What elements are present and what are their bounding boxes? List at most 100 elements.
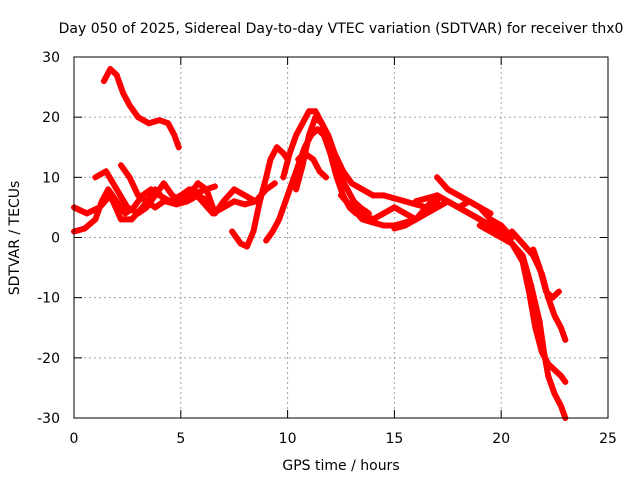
data-point	[455, 204, 462, 211]
data-point	[220, 204, 227, 211]
grid	[74, 57, 608, 418]
data-point	[299, 120, 306, 127]
x-tick-label: 20	[492, 431, 510, 447]
data-point	[338, 192, 344, 199]
data-point	[113, 72, 120, 79]
data-point	[301, 150, 308, 157]
data-point	[312, 114, 319, 121]
data-point	[273, 144, 280, 151]
data-point	[434, 204, 441, 211]
data-point	[551, 390, 558, 397]
data-point	[256, 198, 263, 205]
data-point	[545, 360, 552, 367]
data-point	[92, 174, 99, 181]
data-point	[370, 192, 377, 199]
data-point	[348, 180, 355, 187]
data-point	[194, 180, 201, 187]
x-axis-label: GPS time / hours	[282, 458, 399, 474]
data-point	[538, 348, 545, 355]
data-point	[203, 186, 210, 193]
data-point	[338, 174, 344, 181]
data-point	[271, 180, 278, 187]
data-point	[536, 318, 543, 325]
x-tick-label: 25	[599, 431, 617, 447]
data-point	[113, 186, 120, 193]
data-point	[558, 324, 565, 331]
data-point	[295, 156, 302, 163]
data-point	[280, 150, 287, 157]
data-point	[263, 237, 270, 244]
data-point	[508, 228, 515, 235]
y-tick-label: -20	[37, 351, 60, 367]
data-point	[92, 216, 99, 223]
data-point	[160, 198, 167, 205]
data-point	[175, 144, 182, 151]
y-tick-label: 20	[42, 110, 60, 126]
x-tick-label: 0	[70, 431, 79, 447]
data-point	[120, 90, 127, 97]
data-point	[380, 222, 387, 229]
data-point	[318, 120, 325, 127]
data-point	[280, 174, 287, 181]
data-point	[402, 210, 409, 217]
x-tick-label: 10	[279, 431, 297, 447]
data-point	[402, 222, 409, 229]
data-point	[241, 192, 248, 199]
data-point	[314, 126, 321, 133]
data-point	[107, 66, 114, 73]
series-arc-1	[100, 66, 182, 151]
data-point	[551, 312, 558, 319]
data-point	[310, 156, 317, 163]
data-point	[423, 204, 430, 211]
data-point	[128, 216, 135, 223]
data-point	[135, 192, 142, 199]
data-point	[173, 201, 180, 208]
data-point	[476, 216, 483, 223]
data-point	[312, 108, 319, 115]
data-point	[359, 216, 366, 223]
data-point	[412, 198, 419, 205]
series-arc-5	[118, 162, 167, 211]
data-point	[231, 198, 238, 205]
y-tick-label: 0	[51, 231, 60, 247]
data-point	[156, 117, 163, 124]
series-arc-17	[476, 222, 569, 421]
data-point	[282, 198, 289, 205]
data-point	[237, 240, 244, 247]
data-point	[117, 162, 124, 169]
data-point	[380, 192, 387, 199]
data-point	[519, 258, 526, 265]
data-point	[171, 132, 178, 139]
y-tick-label: 30	[42, 50, 60, 66]
data-point	[558, 372, 565, 379]
data-point	[143, 204, 150, 211]
data-point	[555, 288, 562, 295]
data-point	[81, 225, 88, 232]
tick-labels: 0 5 10 15 20 25 -30 -20 -10 0 10 20 30	[37, 50, 617, 447]
data-point	[231, 186, 238, 193]
data-point	[276, 216, 283, 223]
data-point	[152, 204, 159, 211]
data-point	[402, 198, 409, 205]
data-point	[466, 210, 473, 217]
series-arc-4	[92, 168, 259, 217]
data-point	[267, 156, 274, 163]
data-point	[543, 288, 550, 295]
data-point	[177, 192, 184, 199]
data-point	[305, 108, 312, 115]
data-point	[498, 228, 505, 235]
data-point	[209, 210, 216, 217]
series-arc-16	[434, 174, 515, 241]
data-point	[126, 102, 133, 109]
data-point	[532, 324, 539, 331]
y-tick-label: -30	[37, 411, 60, 427]
data-point	[152, 192, 159, 199]
data-point	[145, 120, 152, 127]
data-point	[169, 192, 176, 199]
data-point	[186, 192, 193, 199]
ticks	[73, 56, 609, 419]
data-point	[269, 228, 276, 235]
data-point	[126, 174, 133, 181]
data-point	[551, 366, 558, 373]
